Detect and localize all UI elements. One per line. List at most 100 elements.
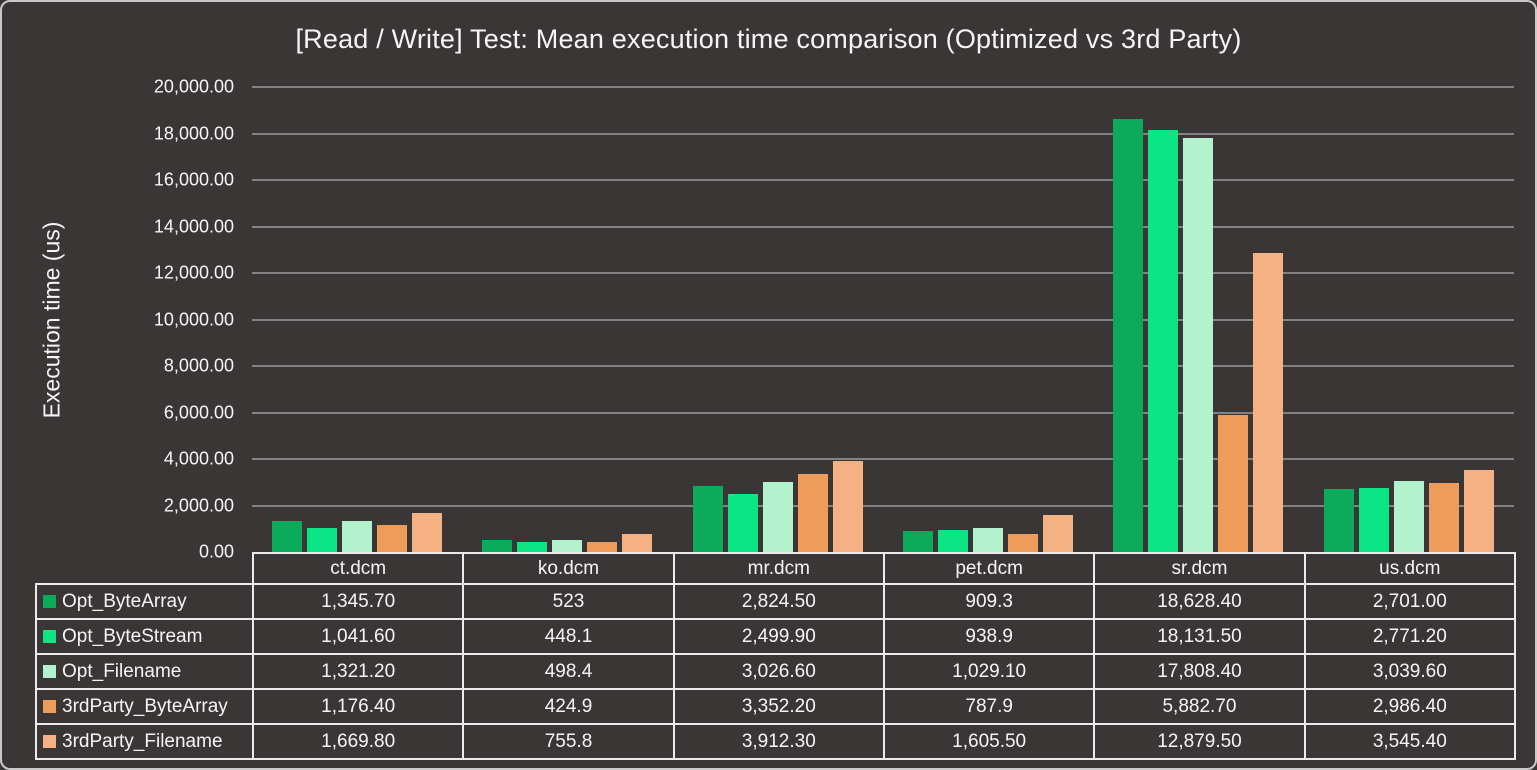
- bar-Opt_ByteArray-ko.dcm: [482, 539, 513, 552]
- y-axis-tick-label: 16,000.00: [153, 169, 234, 190]
- bar-3rdParty_ByteArray-sr.dcm: [1218, 415, 1249, 552]
- legend-swatch-icon: [43, 629, 56, 643]
- bar-3rdParty_ByteArray-mr.dcm: [797, 474, 828, 552]
- legend-key-Opt_Filename: Opt_Filename: [35, 653, 254, 690]
- gridline: [252, 504, 1514, 507]
- y-axis-tick-label: 6,000.00: [163, 402, 234, 422]
- bar-3rdParty_Filename-us.dcm: [1463, 469, 1494, 552]
- legend-key-3rdParty_ByteArray: 3rdParty_ByteArray: [35, 688, 254, 725]
- bar-3rdParty_Filename-ct.dcm: [412, 513, 443, 552]
- gridline: [252, 225, 1514, 228]
- cell-Opt_ByteArray-pet.dcm: 909.3: [882, 583, 1096, 620]
- y-axis-tick-label: 2,000.00: [163, 495, 234, 515]
- legend-key-3rdParty_Filename: 3rdParty_Filename: [35, 723, 254, 760]
- cell-Opt_ByteArray-mr.dcm: 2,824.50: [672, 583, 885, 620]
- bar-group-us.dcm: [1304, 87, 1514, 552]
- bar-group-pet.dcm: [883, 87, 1093, 552]
- gridline: [252, 318, 1514, 321]
- cell-3rdParty_ByteArray-sr.dcm: 5,882.70: [1093, 688, 1306, 725]
- legend-swatch-icon: [43, 664, 56, 678]
- cell-3rdParty_Filename-pet.dcm: 1,605.50: [882, 723, 1096, 760]
- bar-Opt_ByteArray-sr.dcm: [1113, 118, 1144, 552]
- gridline: [252, 365, 1514, 367]
- legend-key-Opt_ByteStream: Opt_ByteStream: [35, 618, 254, 655]
- y-axis-tick-label: 0.00: [198, 541, 234, 562]
- legend-swatch-icon: [43, 699, 56, 713]
- column-header-ct.dcm: ct.dcm: [251, 552, 465, 585]
- cell-Opt_Filename-us.dcm: 3,039.60: [1303, 653, 1516, 690]
- bar-Opt_ByteArray-mr.dcm: [692, 486, 723, 552]
- cell-3rdParty_Filename-ko.dcm: 755.8: [462, 723, 675, 760]
- bar-Opt_ByteStream-ct.dcm: [307, 527, 338, 552]
- column-header-us.dcm: us.dcm: [1303, 552, 1516, 585]
- cell-Opt_Filename-ko.dcm: 498.4: [462, 653, 675, 690]
- table-row-3rdParty_Filename: 3rdParty_Filename 1,669.80 755.8 3,912.30 1,…: [35, 723, 1516, 760]
- bar-Opt_Filename-us.dcm: [1393, 481, 1424, 552]
- cell-Opt_ByteStream-us.dcm: 2,771.20: [1303, 618, 1516, 655]
- table-row-Opt_Filename: Opt_Filename 1,321.20 498.4 3,026.60 1,029.1…: [35, 653, 1516, 690]
- cell-Opt_ByteStream-ct.dcm: 1,041.60: [251, 618, 465, 655]
- cell-Opt_ByteStream-sr.dcm: 18,131.50: [1093, 618, 1306, 655]
- legend-swatch-icon: [43, 734, 56, 748]
- cell-Opt_Filename-pet.dcm: 1,029.10: [882, 653, 1096, 690]
- y-axis-tick-label: 8,000.00: [163, 355, 234, 376]
- column-header-sr.dcm: sr.dcm: [1093, 552, 1306, 585]
- bar-Opt_ByteStream-us.dcm: [1358, 487, 1389, 552]
- cell-3rdParty_Filename-us.dcm: 3,545.40: [1303, 723, 1516, 760]
- cell-Opt_ByteArray-ko.dcm: 523: [462, 583, 675, 620]
- series-name: 3rdParty_ByteArray: [62, 695, 228, 717]
- bar-Opt_ByteArray-ct.dcm: [272, 520, 303, 552]
- column-header-pet.dcm: pet.dcm: [882, 552, 1096, 585]
- table-row-Opt_ByteArray: Opt_ByteArray 1,345.70 523 2,824.50 909.3 18,…: [35, 583, 1516, 620]
- y-axis-tick-label: 4,000.00: [163, 448, 234, 469]
- series-name: Opt_Filename: [62, 660, 182, 682]
- y-axis-tick-label: 10,000.00: [153, 309, 234, 329]
- bar-3rdParty_Filename-ko.dcm: [622, 534, 653, 552]
- cell-Opt_Filename-mr.dcm: 3,026.60: [672, 653, 885, 690]
- gridline: [252, 86, 1514, 88]
- table-row-Opt_ByteStream: Opt_ByteStream 1,041.60 448.1 2,499.90 938.9…: [35, 618, 1516, 655]
- cell-3rdParty_ByteArray-ct.dcm: 1,176.40: [251, 688, 465, 725]
- cell-Opt_ByteArray-us.dcm: 2,701.00: [1303, 583, 1516, 620]
- table-corner-cell: [36, 553, 253, 584]
- bar-3rdParty_Filename-pet.dcm: [1043, 514, 1074, 552]
- bar-Opt_ByteArray-us.dcm: [1323, 489, 1354, 552]
- cell-3rdParty_Filename-sr.dcm: 12,879.50: [1093, 723, 1306, 760]
- data-table: ct.dcm ko.dcm mr.dcm pet.dcm sr.dcm us.dcm Opt…: [35, 552, 1516, 760]
- plot-area: [252, 86, 1514, 552]
- cell-Opt_Filename-ct.dcm: 1,321.20: [251, 653, 465, 690]
- cell-Opt_ByteArray-sr.dcm: 18,628.40: [1093, 583, 1306, 620]
- y-axis-tick-label: 18,000.00: [153, 123, 234, 143]
- gridline: [252, 132, 1514, 135]
- bar-group-mr.dcm: [673, 87, 883, 552]
- series-name: Opt_ByteStream: [62, 625, 203, 647]
- chart-title: [Read / Write] Test: Mean execution time…: [295, 24, 1242, 54]
- series-name: 3rdParty_Filename: [62, 730, 223, 752]
- series-name: Opt_ByteArray: [62, 590, 187, 612]
- bar-3rdParty_ByteArray-ko.dcm: [587, 542, 618, 552]
- gridline: [252, 179, 1514, 181]
- table-header-row: ct.dcm ko.dcm mr.dcm pet.dcm sr.dcm us.dcm: [36, 552, 1516, 585]
- cell-3rdParty_Filename-mr.dcm: 3,912.30: [672, 723, 885, 760]
- table-row-3rdParty_ByteArray: 3rdParty_ByteArray 1,176.40 424.9 3,352.20 7…: [35, 688, 1516, 725]
- cell-Opt_ByteStream-mr.dcm: 2,499.90: [672, 618, 885, 655]
- bar-3rdParty_ByteArray-pet.dcm: [1008, 533, 1039, 552]
- bar-3rdParty_ByteArray-ct.dcm: [377, 524, 408, 552]
- bar-3rdParty_Filename-mr.dcm: [832, 461, 863, 552]
- cell-Opt_ByteStream-ko.dcm: 448.1: [462, 618, 675, 655]
- bar-group-ct.dcm: [252, 87, 462, 552]
- gridline: [252, 411, 1514, 414]
- y-axis-tick-label: 12,000.00: [153, 262, 234, 283]
- bar-group-sr.dcm: [1093, 87, 1303, 552]
- cell-Opt_ByteArray-ct.dcm: 1,345.70: [251, 583, 465, 620]
- column-header-ko.dcm: ko.dcm: [462, 552, 675, 585]
- cell-3rdParty_ByteArray-ko.dcm: 424.9: [462, 688, 675, 725]
- gridline: [252, 458, 1514, 460]
- bar-Opt_Filename-sr.dcm: [1183, 137, 1214, 552]
- bar-Opt_Filename-pet.dcm: [973, 528, 1004, 552]
- bar-3rdParty_ByteArray-us.dcm: [1428, 482, 1459, 552]
- legend-swatch-icon: [43, 594, 56, 608]
- column-header-mr.dcm: mr.dcm: [672, 552, 885, 585]
- bar-Opt_ByteStream-mr.dcm: [727, 493, 758, 552]
